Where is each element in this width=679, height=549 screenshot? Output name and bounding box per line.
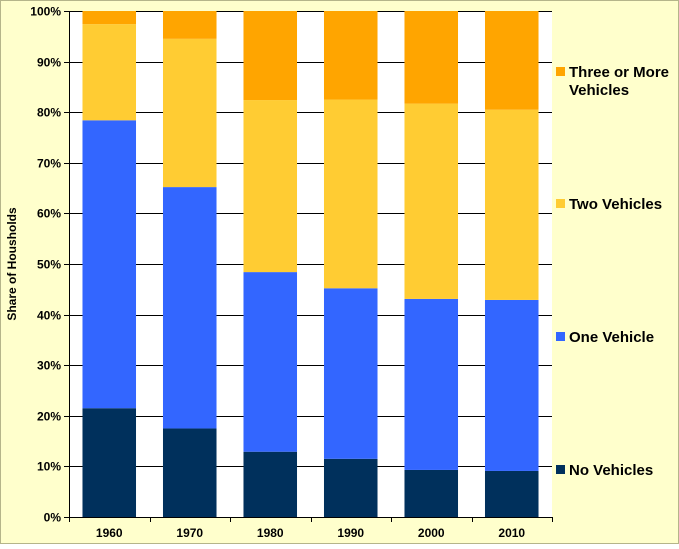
legend-label-one-vehicle: One Vehicle xyxy=(569,329,654,346)
legend-swatch-two-vehicles xyxy=(556,199,565,208)
bar-segment-no-vehicles-1960 xyxy=(82,408,137,517)
bar-segment-two-vehicles-1980 xyxy=(243,100,298,273)
x-tick-label: 2010 xyxy=(498,526,525,540)
y-tick-label: 40% xyxy=(37,309,61,323)
bar-segment-no-vehicles-2000 xyxy=(404,469,459,517)
bar-segment-three-or-more-vehicles-1980 xyxy=(243,11,298,101)
legend-label-three-or-more-vehicles: Three or More Vehicles xyxy=(569,64,669,99)
legend-label-two-vehicles: Two Vehicles xyxy=(569,196,662,213)
bar-segment-two-vehicles-1970 xyxy=(162,38,217,188)
bar-segment-one-vehicle-1970 xyxy=(162,187,217,429)
legend: Three or More Vehicles Two Vehicles One Veh… xyxy=(556,64,669,479)
legend-swatch-one-vehicle xyxy=(556,332,565,341)
y-tick-label: 60% xyxy=(37,207,61,221)
y-tick-label: 90% xyxy=(37,56,61,70)
bar-segment-two-vehicles-1960 xyxy=(82,24,137,121)
x-tick-labels: 1960 1970 1980 1990 2000 2010 xyxy=(96,526,526,540)
bar-segment-two-vehicles-2010 xyxy=(484,109,539,300)
x-tick-label: 1990 xyxy=(337,526,364,540)
bar-segment-three-or-more-vehicles-2010 xyxy=(484,11,539,110)
bar-segment-one-vehicle-2010 xyxy=(484,299,539,471)
y-tick-label: 30% xyxy=(37,359,61,373)
bar-segment-one-vehicle-2000 xyxy=(404,298,459,470)
legend-swatch-three-or-more-vehicles xyxy=(556,67,565,76)
y-axis-label: Share of Housholds xyxy=(5,207,19,321)
bar-segment-no-vehicles-2010 xyxy=(484,470,539,517)
x-tick-label: 2000 xyxy=(418,526,445,540)
y-tick-label: 80% xyxy=(37,106,61,120)
y-tick-label: 70% xyxy=(37,157,61,171)
x-tick-label: 1970 xyxy=(176,526,203,540)
bars xyxy=(82,11,539,517)
x-tick-label: 1960 xyxy=(96,526,123,540)
bar-segment-no-vehicles-1970 xyxy=(162,428,217,517)
y-tick-label: 100% xyxy=(30,5,61,19)
bar-segment-three-or-more-vehicles-2000 xyxy=(404,11,459,104)
legend-swatch-no-vehicles xyxy=(556,465,565,474)
bar-segment-no-vehicles-1980 xyxy=(243,451,298,517)
legend-label-no-vehicles: No Vehicles xyxy=(569,462,653,479)
bar-segment-two-vehicles-2000 xyxy=(404,103,459,299)
y-tick-label: 50% xyxy=(37,258,61,272)
y-tick-label: 0% xyxy=(44,511,62,525)
bar-segment-one-vehicle-1960 xyxy=(82,120,137,409)
y-tick-label: 10% xyxy=(37,460,61,474)
bar-segment-one-vehicle-1990 xyxy=(323,288,378,459)
x-tick-label: 1980 xyxy=(257,526,284,540)
bar-segment-two-vehicles-1990 xyxy=(323,99,378,289)
bar-segment-three-or-more-vehicles-1970 xyxy=(162,11,217,39)
gridlines xyxy=(64,11,553,522)
bar-segment-three-or-more-vehicles-1990 xyxy=(323,11,378,100)
axes xyxy=(69,11,552,518)
y-tick-label: 20% xyxy=(37,410,61,424)
y-tick-labels: 0% 10% 20% 30% 40% 50% 60% 70% 80% 90% 100% xyxy=(30,5,61,525)
bar-segment-one-vehicle-1980 xyxy=(243,272,298,452)
bar-segment-three-or-more-vehicles-1960 xyxy=(82,11,137,25)
bar-segment-no-vehicles-1990 xyxy=(323,458,378,517)
